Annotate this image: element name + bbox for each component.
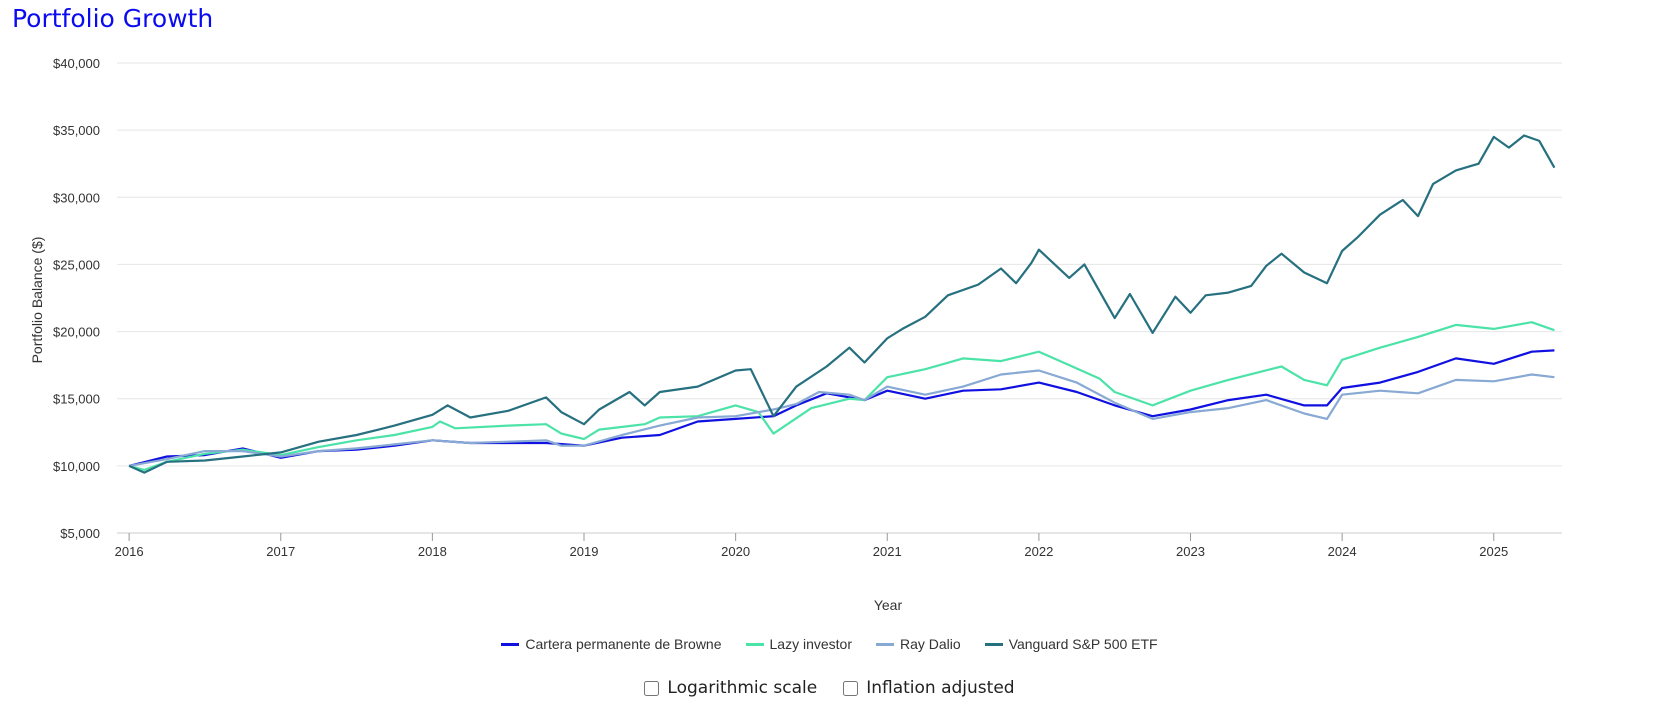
legend-label: Cartera permanente de Browne: [525, 636, 722, 652]
legend-item[interactable]: Vanguard S&P 500 ETF: [984, 636, 1158, 652]
y-tick-label: $35,000: [53, 123, 100, 138]
log-scale-label: Logarithmic scale: [667, 678, 818, 698]
y-tick-label: $20,000: [53, 325, 100, 340]
series-line-2[interactable]: [128, 369, 1555, 467]
legend-swatch: [501, 642, 520, 646]
inflation-label: Inflation adjusted: [866, 678, 1015, 698]
y-axis-ticks: $5,000 $10,000 $15,000 $20,000 $25,000 $30,00…: [53, 56, 100, 541]
legend-item[interactable]: Cartera permanente de Browne: [501, 636, 722, 652]
y-tick-label: $40,000: [53, 56, 100, 71]
x-tick-label: 2025: [1479, 544, 1508, 559]
y-tick-label: $30,000: [53, 190, 100, 205]
x-axis-title: Year: [874, 597, 903, 613]
x-axis-ticks: 2016 2017 2018 2019 2020 2021 2022 2023 2024 2025: [115, 533, 1508, 559]
legend-item[interactable]: Ray Dalio: [875, 636, 961, 652]
log-scale-checkbox[interactable]: [644, 680, 660, 696]
series-lines: [128, 134, 1556, 474]
y-tick-label: $10,000: [53, 459, 100, 474]
legend-swatch: [745, 642, 764, 646]
legend-label: Vanguard S&P 500 ETF: [1008, 636, 1158, 652]
x-tick-label: 2021: [873, 544, 902, 559]
x-tick-label: 2018: [418, 544, 447, 559]
inflation-checkbox[interactable]: [843, 680, 859, 696]
legend-swatch: [875, 642, 894, 646]
y-tick-label: $15,000: [53, 392, 100, 407]
y-tick-label: $5,000: [60, 526, 100, 541]
x-tick-label: 2024: [1328, 544, 1357, 559]
y-tick-label: $25,000: [53, 257, 100, 272]
x-tick-label: 2017: [266, 544, 295, 559]
legend-label: Lazy investor: [769, 636, 852, 652]
x-tick-label: 2019: [570, 544, 599, 559]
y-axis-title: Portfolio Balance ($): [29, 237, 45, 364]
inflation-toggle[interactable]: Inflation adjusted: [843, 678, 1015, 698]
x-tick-label: 2016: [115, 544, 144, 559]
page-title: Portfolio Growth: [12, 4, 214, 33]
log-scale-toggle[interactable]: Logarithmic scale: [644, 678, 817, 698]
x-tick-label: 2023: [1176, 544, 1205, 559]
chart-controls: Logarithmic scale Inflation adjusted: [0, 678, 1659, 698]
series-line-3[interactable]: [128, 134, 1556, 474]
legend-label: Ray Dalio: [899, 636, 961, 652]
grid-lines: [117, 62, 1562, 534]
legend-item[interactable]: Lazy investor: [745, 636, 852, 652]
legend-swatch: [984, 642, 1003, 646]
series-line-1[interactable]: [128, 321, 1555, 471]
x-tick-label: 2022: [1024, 544, 1053, 559]
x-tick-label: 2020: [721, 544, 750, 559]
portfolio-growth-chart: $5,000 $10,000 $15,000 $20,000 $25,000 $30,00…: [29, 56, 1562, 613]
chart-legend: Cartera permanente de Browne Lazy investo…: [0, 636, 1659, 652]
